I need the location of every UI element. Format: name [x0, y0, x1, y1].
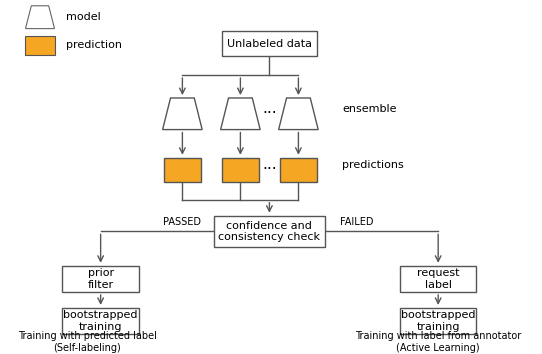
- Text: PASSED: PASSED: [163, 217, 202, 227]
- Text: Unlabeled data: Unlabeled data: [227, 39, 312, 48]
- Text: bootstrapped
training: bootstrapped training: [63, 310, 138, 332]
- Polygon shape: [279, 98, 318, 130]
- FancyBboxPatch shape: [62, 266, 139, 292]
- FancyBboxPatch shape: [222, 158, 259, 182]
- Text: request
label: request label: [417, 268, 460, 290]
- Text: ...: ...: [262, 157, 277, 172]
- Text: prior
filter: prior filter: [88, 268, 114, 290]
- Text: bootstrapped
training: bootstrapped training: [401, 310, 475, 332]
- Text: model: model: [66, 12, 101, 22]
- FancyBboxPatch shape: [164, 158, 201, 182]
- Text: confidence and
consistency check: confidence and consistency check: [218, 221, 320, 242]
- FancyBboxPatch shape: [280, 158, 317, 182]
- Polygon shape: [163, 98, 202, 130]
- FancyBboxPatch shape: [400, 308, 476, 334]
- Text: ensemble: ensemble: [342, 103, 397, 114]
- Polygon shape: [221, 98, 260, 130]
- Text: Training with predicted label
(Self-labeling): Training with predicted label (Self-labe…: [18, 331, 157, 353]
- FancyBboxPatch shape: [62, 308, 139, 334]
- Text: prediction: prediction: [66, 40, 122, 50]
- Text: Training with label from annotator
(Active Learning): Training with label from annotator (Acti…: [355, 331, 521, 353]
- Text: FAILED: FAILED: [340, 217, 373, 227]
- FancyBboxPatch shape: [222, 31, 317, 56]
- FancyBboxPatch shape: [25, 36, 55, 55]
- Polygon shape: [25, 6, 55, 29]
- FancyBboxPatch shape: [400, 266, 476, 292]
- Text: ...: ...: [262, 101, 277, 116]
- FancyBboxPatch shape: [214, 216, 325, 247]
- Text: predictions: predictions: [342, 160, 404, 170]
